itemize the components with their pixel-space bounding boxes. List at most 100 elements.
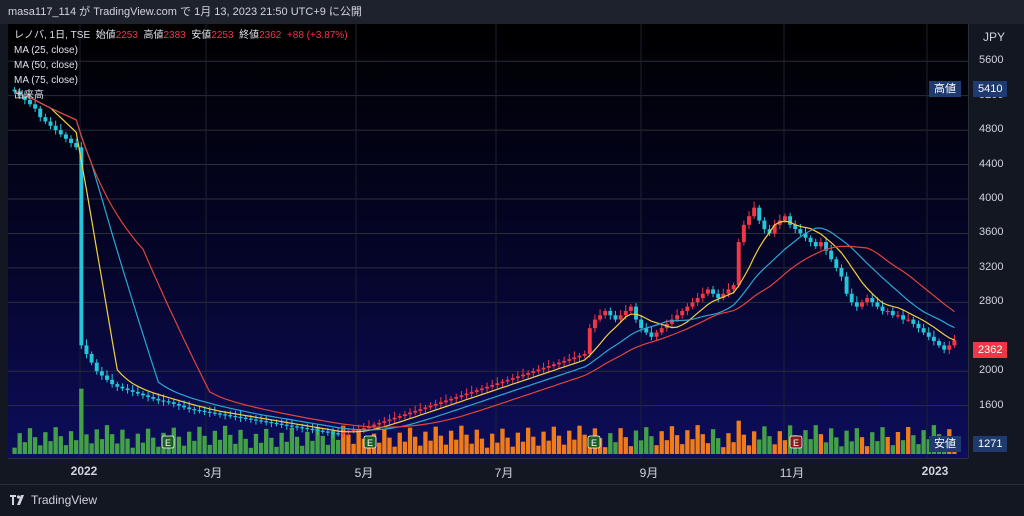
candle: [295, 426, 300, 428]
volume-bar: [74, 440, 79, 454]
volume-bar: [900, 440, 906, 454]
volume-bar: [443, 444, 449, 454]
svg-text:E: E: [367, 438, 373, 448]
candle: [772, 224, 777, 234]
svg-text:E: E: [793, 438, 799, 448]
volume-bar: [567, 430, 572, 454]
volume-bar: [53, 427, 58, 454]
volume-bar: [659, 431, 664, 454]
open-label: 始値: [95, 30, 116, 41]
volume-bar: [849, 441, 854, 454]
volume-bar: [644, 427, 649, 454]
legend-ma50[interactable]: MA (50, close): [14, 60, 78, 71]
volume-bar: [418, 445, 423, 454]
volume-bar: [294, 436, 300, 454]
symbol-name: レノバ, 1日, TSE: [14, 30, 91, 41]
volume-bar: [222, 425, 228, 454]
earnings-event-icon: E: [161, 435, 175, 449]
volume-bar: [120, 429, 125, 454]
candle: [223, 414, 228, 416]
volume-bar: [654, 445, 659, 454]
candle: [870, 298, 875, 303]
candle: [351, 429, 356, 431]
volume-bar: [310, 440, 315, 454]
chart-legend: レノバ, 1日, TSE 始値2253 高値2383 安値2253 終値2362…: [14, 28, 348, 103]
candle: [464, 393, 469, 396]
candle: [901, 315, 906, 320]
price-axis[interactable]: JPY 560052004800440040003600320028002000…: [929, 24, 1024, 458]
volume-bar: [674, 435, 680, 454]
candle: [264, 421, 269, 423]
candle: [536, 369, 541, 372]
time-label-may: 5月: [354, 466, 374, 480]
volume-bar: [392, 446, 397, 454]
volume-bar: [782, 440, 788, 454]
candle: [628, 306, 633, 311]
candle: [895, 315, 900, 317]
candle: [490, 385, 495, 387]
volume-bar: [217, 439, 223, 454]
volume-bar: [464, 434, 469, 454]
candle: [592, 319, 597, 329]
candle: [392, 417, 397, 420]
volume-bar: [58, 436, 63, 454]
candle: [469, 391, 474, 394]
volume-bar: [695, 425, 700, 454]
candle: [38, 108, 43, 118]
candle: [880, 306, 885, 311]
candle: [567, 359, 572, 361]
candle: [130, 390, 135, 392]
volume-bar: [613, 442, 618, 454]
candle: [557, 362, 561, 365]
candle: [654, 332, 659, 337]
currency-label: JPY: [983, 30, 1006, 44]
candle: [731, 285, 736, 290]
candle: [916, 323, 921, 329]
volume-bar: [515, 432, 521, 454]
volume-bar: [561, 444, 567, 454]
volume-bar: [197, 426, 202, 454]
candle: [449, 398, 454, 401]
volume-bar: [757, 439, 762, 454]
candle: [890, 310, 895, 316]
candle: [839, 267, 844, 277]
volume-bar: [623, 437, 628, 454]
candle: [238, 416, 243, 419]
candle: [634, 306, 638, 320]
volume-bar: [412, 436, 418, 454]
volume-bar: [638, 440, 644, 454]
volume-bar: [79, 388, 84, 454]
volume-bar: [808, 439, 813, 454]
candle: [618, 315, 623, 320]
price-tick: 2000: [979, 364, 1004, 377]
volume-bar: [834, 437, 839, 454]
candle: [218, 413, 222, 415]
candle: [433, 403, 438, 406]
volume-bar: [628, 446, 634, 454]
volume-bar: [854, 428, 860, 454]
time-axis[interactable]: 2022 3月 5月 7月 9月 11月 2023: [8, 458, 968, 484]
footer-bar: TradingView: [0, 484, 1024, 516]
candle: [598, 315, 603, 320]
volume-bar: [320, 435, 325, 454]
legend-volume[interactable]: 出来高: [14, 90, 44, 101]
legend-ma25[interactable]: MA (25, close): [14, 45, 78, 56]
candle: [937, 341, 941, 346]
volume-bar: [813, 425, 818, 454]
volume-bar: [870, 432, 875, 454]
volume-bar: [829, 428, 834, 454]
tradingview-logo[interactable]: TradingView: [10, 493, 97, 507]
candle: [818, 242, 823, 247]
legend-ma75[interactable]: MA (75, close): [14, 75, 78, 86]
candle: [171, 402, 176, 404]
candle: [69, 138, 74, 144]
high-value: 2383: [163, 30, 186, 41]
volume-bar: [885, 437, 890, 454]
volume-bar: [407, 427, 413, 454]
volume-bar: [890, 445, 895, 454]
candle: [875, 302, 880, 307]
volume-bar: [736, 420, 741, 454]
candle: [176, 403, 181, 406]
